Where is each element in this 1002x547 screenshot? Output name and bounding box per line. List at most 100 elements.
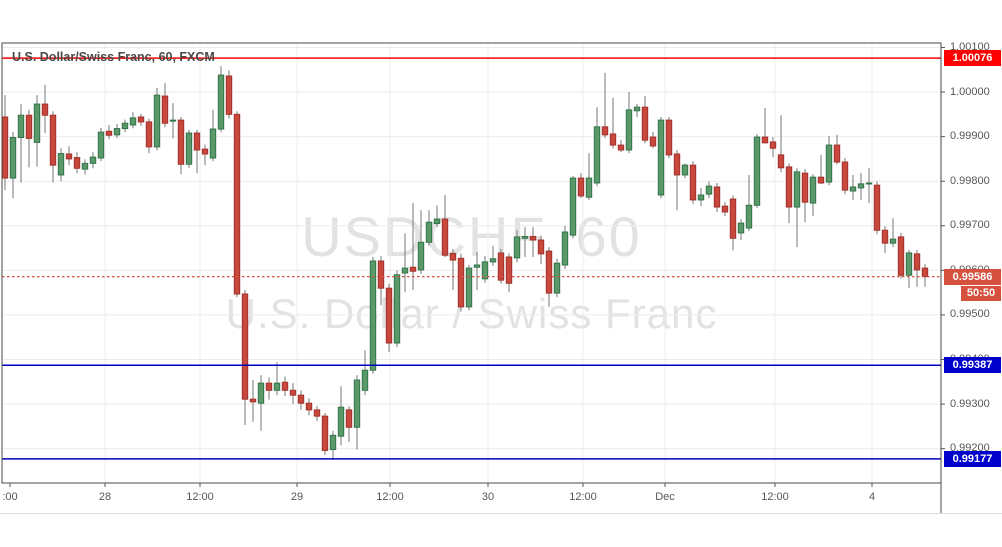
x-axis-tick-label: 4 (868, 491, 876, 503)
candle-body-down (161, 95, 169, 124)
price-level-tag: 1.00076 (944, 50, 1001, 67)
candle-body-up (633, 106, 641, 112)
candle-body-down (49, 114, 57, 166)
candle-body-down (785, 166, 793, 208)
candle-body-up (57, 153, 65, 176)
y-axis-tick-label: 1.00000 (950, 85, 990, 98)
x-axis-tick-label: 30 (481, 491, 495, 503)
candle-body-down (545, 250, 553, 294)
candle-body-down (409, 266, 417, 272)
price-level-tag: 0.99387 (944, 357, 1001, 374)
candle-body-down (73, 157, 81, 169)
candle-body-up (121, 122, 129, 130)
x-axis-tick-label: 12:00 (761, 491, 789, 503)
candle-body-up (809, 176, 817, 204)
candle-body-up (857, 183, 865, 189)
candle-body-down (449, 252, 457, 261)
candle-body-up (33, 103, 41, 143)
candle-body-up (521, 235, 529, 239)
candle-body-down (617, 144, 625, 151)
candle-body-up (217, 74, 225, 130)
candle-body-down (641, 106, 649, 141)
countdown-ratio-badge: 50:50 (961, 285, 1001, 301)
candle-body-down (145, 121, 153, 148)
candle-body-up (865, 182, 873, 185)
candle-body-down (801, 172, 809, 203)
candle-body-down (105, 130, 113, 136)
candle-body-down (577, 177, 585, 197)
candle-body-up (361, 369, 369, 391)
x-axis-tick-label: 12:00 (569, 491, 597, 503)
candle-body-down (297, 394, 305, 404)
candle-body-down (841, 161, 849, 191)
candle-body-down (721, 205, 729, 213)
candle-body-down (881, 229, 889, 244)
candle-body-up (481, 261, 489, 280)
candle-body-up (401, 267, 409, 274)
candle-body-down (497, 252, 505, 281)
candle-body-up (17, 114, 25, 139)
price-level-tag: 0.99586 (944, 268, 1001, 285)
candle-body-up (369, 260, 377, 371)
candle-body-down (377, 260, 385, 289)
candle-body-down (441, 218, 449, 256)
candle-body-down (177, 119, 185, 165)
candle-body-down (529, 235, 537, 241)
y-axis-tick-label: 0.99300 (950, 397, 990, 410)
candle-body-down (601, 126, 609, 136)
candle-body-up (153, 94, 161, 148)
candle-body-up (585, 177, 593, 198)
candle-body-up (329, 434, 337, 451)
candle-body-down (41, 103, 49, 116)
candle-body-down (873, 184, 881, 231)
candle-body-up (745, 204, 753, 229)
candle-body-up (561, 231, 569, 266)
candle-body-up (337, 406, 345, 437)
y-axis-tick-label: 0.99900 (950, 130, 990, 143)
candle-body-down (777, 154, 785, 169)
candle-body-down (65, 153, 73, 160)
candle-body-down (201, 148, 209, 155)
candle-body-up (793, 171, 801, 208)
candle-body-down (249, 398, 257, 403)
candle-body-down (313, 409, 321, 417)
candle-body-up (753, 136, 761, 206)
candle-body-down (609, 133, 617, 146)
candle-body-up (9, 137, 17, 179)
candle-body-down (921, 267, 929, 278)
candle-body-up (169, 119, 177, 122)
candle-body-up (257, 382, 265, 404)
candle-body-down (505, 256, 513, 284)
candle-body-down (457, 257, 465, 308)
candle-body-up (465, 267, 473, 308)
candle-body-up (273, 382, 281, 391)
y-axis-tick-label: 0.99500 (950, 308, 990, 321)
candle-body-down (537, 239, 545, 255)
candle-body-up (737, 222, 745, 234)
candle-body-up (353, 379, 361, 428)
x-axis-tick-label: Dec (655, 491, 675, 503)
candle-body-down (729, 198, 737, 239)
price-level-tag: 0.99177 (944, 450, 1001, 467)
candle-body-up (417, 241, 425, 271)
candle-body-down (233, 113, 241, 295)
candle-body-up (185, 132, 193, 165)
candle-body-up (849, 186, 857, 192)
x-axis-tick-label: 12:00 (376, 491, 404, 503)
candle-body-down (345, 409, 353, 428)
candle-body-down (289, 389, 297, 396)
candle-body-up (113, 128, 121, 136)
candle-body-up (425, 221, 433, 243)
candle-body-up (657, 119, 665, 196)
y-axis-tick-label: 0.99700 (950, 219, 990, 232)
candle-body-up (97, 131, 105, 159)
candle-body-up (513, 236, 521, 259)
chart-legend-title[interactable]: U.S. Dollar/Swiss Franc, 60, FXCM (12, 50, 215, 64)
candle-body-down (689, 164, 697, 201)
candle-body-up (825, 144, 833, 183)
candle-body-down (761, 136, 769, 144)
candle-body-up (705, 185, 713, 195)
candle-body-down (817, 176, 825, 184)
